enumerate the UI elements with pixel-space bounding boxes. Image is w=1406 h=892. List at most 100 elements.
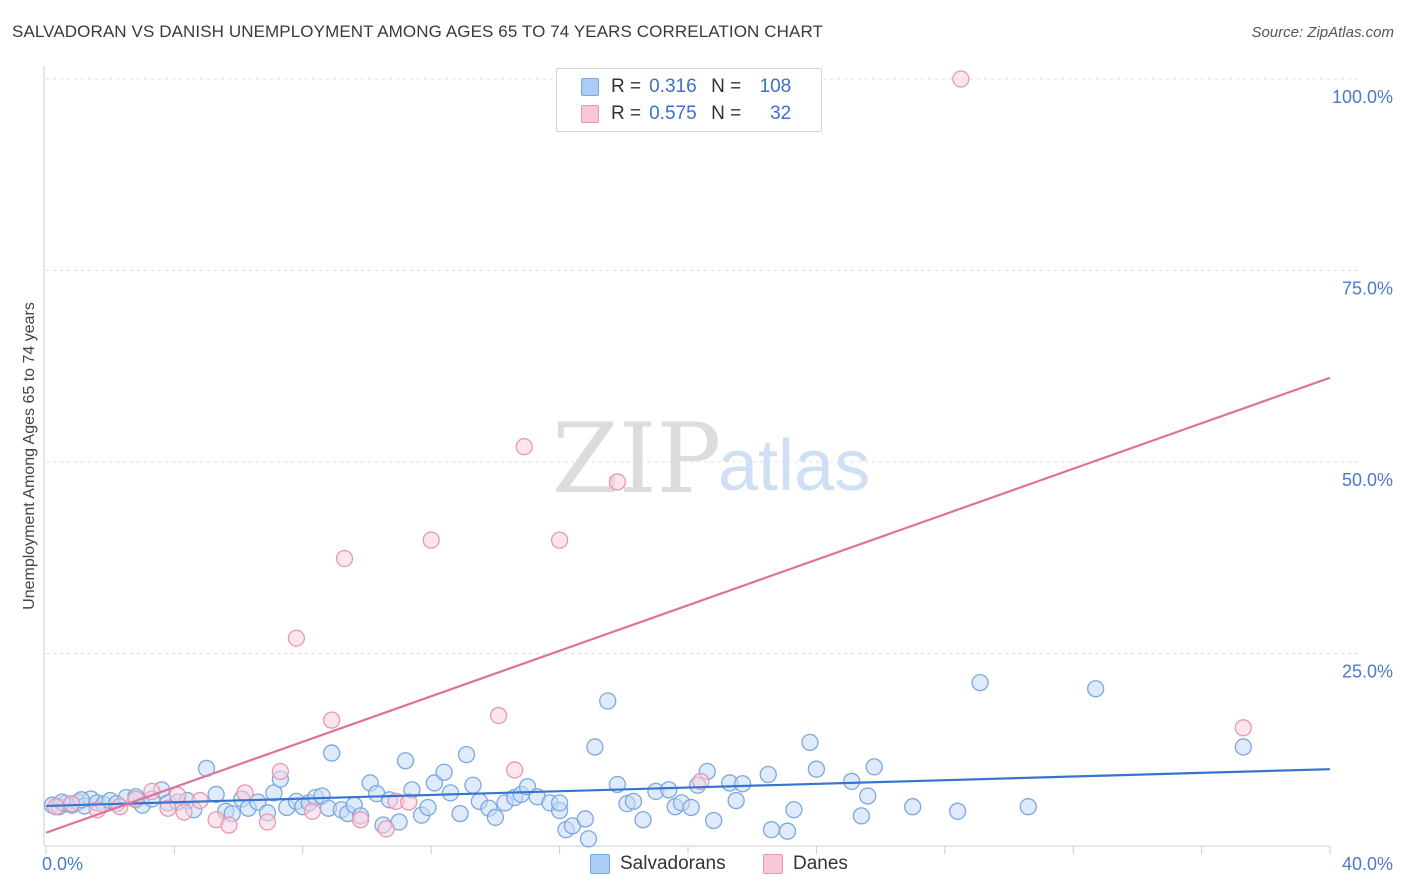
salvadorans-point — [660, 781, 678, 799]
danes-point — [692, 772, 710, 791]
salvadorans-point — [971, 673, 989, 692]
danes-point — [335, 549, 354, 568]
salvadorans-point — [441, 784, 460, 802]
legend-r-label: R = — [611, 103, 642, 124]
danes-point — [168, 786, 187, 804]
danes-point — [175, 803, 193, 821]
danes-point — [159, 799, 177, 817]
tick-labels: 25.0% 50.0% 75.0% 100.0% 0.0% 40.0% — [42, 87, 1393, 874]
bottom-legend-label-danes: Danes — [793, 853, 848, 874]
bottom-legend-salvadorans: Salvadorans — [590, 852, 726, 876]
bottom-legend-swatch-salvadorans — [590, 854, 610, 874]
danes-point — [515, 438, 533, 456]
danes-point — [506, 761, 524, 779]
salvadorans-point — [801, 733, 819, 752]
salvadorans-point — [727, 791, 745, 810]
salvadorans-point — [249, 793, 267, 811]
legend-r-value: 0.316 — [649, 76, 697, 97]
watermark: ZIP atlas — [552, 403, 870, 515]
danes-point — [287, 629, 306, 647]
danes-point — [422, 531, 440, 549]
legend-n-label: N = — [711, 103, 742, 124]
salvadorans-point — [904, 798, 922, 816]
salvadorans-point — [865, 758, 883, 776]
danes-point — [63, 794, 81, 813]
danes-point — [258, 813, 277, 831]
salvadorans-point — [464, 776, 482, 794]
y-tick-label: 50.0% — [1342, 470, 1393, 490]
bottom-legend-label-salvadorans: Salvadorans — [620, 853, 726, 874]
salvadorans-point — [419, 798, 437, 817]
salvadorans-point — [778, 822, 797, 840]
salvadorans-point — [852, 807, 870, 825]
salvadorans-point — [451, 804, 469, 823]
legend-n-value: 32 — [770, 103, 792, 124]
salvadorans-point — [859, 787, 877, 805]
salvadorans-point — [579, 830, 598, 848]
grid-lines — [46, 78, 1360, 654]
salvadorans-trend-line — [45, 768, 1331, 808]
legend-r-value: 0.575 — [649, 103, 697, 124]
salvadorans-point — [807, 760, 826, 778]
legend-row-salvadorans: R = 0.316 N = 108 — [581, 74, 791, 100]
legend-row-danes: R = 0.575 N = 32 — [581, 101, 791, 127]
y-tick-label: 100.0% — [1332, 87, 1393, 107]
salvadorans-point — [207, 785, 225, 804]
legend-swatch-salvadorans — [581, 78, 599, 96]
danes-point — [952, 70, 970, 88]
danes-point — [351, 811, 370, 829]
x-tick-label: 40.0% — [1342, 854, 1393, 874]
danes-point — [608, 473, 627, 491]
salvadorans-point — [323, 744, 341, 762]
salvadorans-point — [396, 752, 415, 770]
salvadorans-point — [586, 738, 604, 756]
salvadorans-point — [576, 810, 594, 828]
salvadorans-point — [435, 763, 453, 781]
salvadorans-point — [733, 775, 752, 793]
source-label: Source: ZipAtlas.com — [1251, 24, 1394, 41]
axes — [43, 66, 1331, 854]
bottom-legend-swatch-danes — [763, 854, 783, 874]
danes-point — [220, 816, 238, 834]
watermark-atlas: atlas — [718, 426, 870, 506]
salvadorans-point — [550, 794, 569, 812]
danes-point — [303, 802, 322, 820]
salvadorans-point — [634, 811, 652, 829]
danes-trend-line — [45, 376, 1331, 834]
trend-lines — [45, 376, 1331, 834]
salvadorans-point — [682, 798, 700, 817]
danes-point — [400, 793, 418, 811]
salvadorans-point — [759, 765, 777, 784]
salvadorans-point — [599, 692, 617, 710]
danes-point — [236, 784, 254, 802]
y-axis-label: Unemployment Among Ages 65 to 74 years — [21, 302, 38, 610]
danes-point — [550, 531, 569, 549]
danes-point — [323, 711, 341, 729]
legend-n-label: N = — [711, 76, 742, 97]
x-tick-label: 0.0% — [42, 854, 83, 874]
legend-n-value: 108 — [759, 76, 792, 97]
watermark-zip: ZIP — [552, 403, 721, 515]
salvadorans-point — [762, 821, 781, 839]
legend-swatch-danes — [581, 105, 599, 123]
danes-point — [377, 820, 395, 838]
y-tick-label: 25.0% — [1342, 662, 1393, 682]
salvadorans-point — [486, 808, 505, 827]
salvadorans-point — [425, 774, 444, 792]
salvadorans-point — [1234, 738, 1252, 756]
y-tick-label: 75.0% — [1342, 279, 1393, 299]
salvadorans-point — [705, 811, 723, 830]
danes-point — [271, 762, 289, 781]
chart-title: SALVADORAN VS DANISH UNEMPLOYMENT AMONG … — [12, 22, 824, 41]
salvadorans-point — [624, 792, 643, 810]
salvadorans-point — [785, 801, 803, 819]
salvadorans-point — [843, 772, 861, 791]
salvadorans-point — [457, 745, 476, 764]
correlation-legend: R = 0.316 N = 108 R = 0.575 N = 32 — [556, 68, 822, 132]
salvadorans-point — [1019, 798, 1037, 816]
legend-r-label: R = — [611, 76, 642, 97]
bottom-legend-danes: Danes — [763, 852, 848, 876]
data-points — [43, 70, 1252, 848]
danes-point — [1234, 719, 1252, 737]
